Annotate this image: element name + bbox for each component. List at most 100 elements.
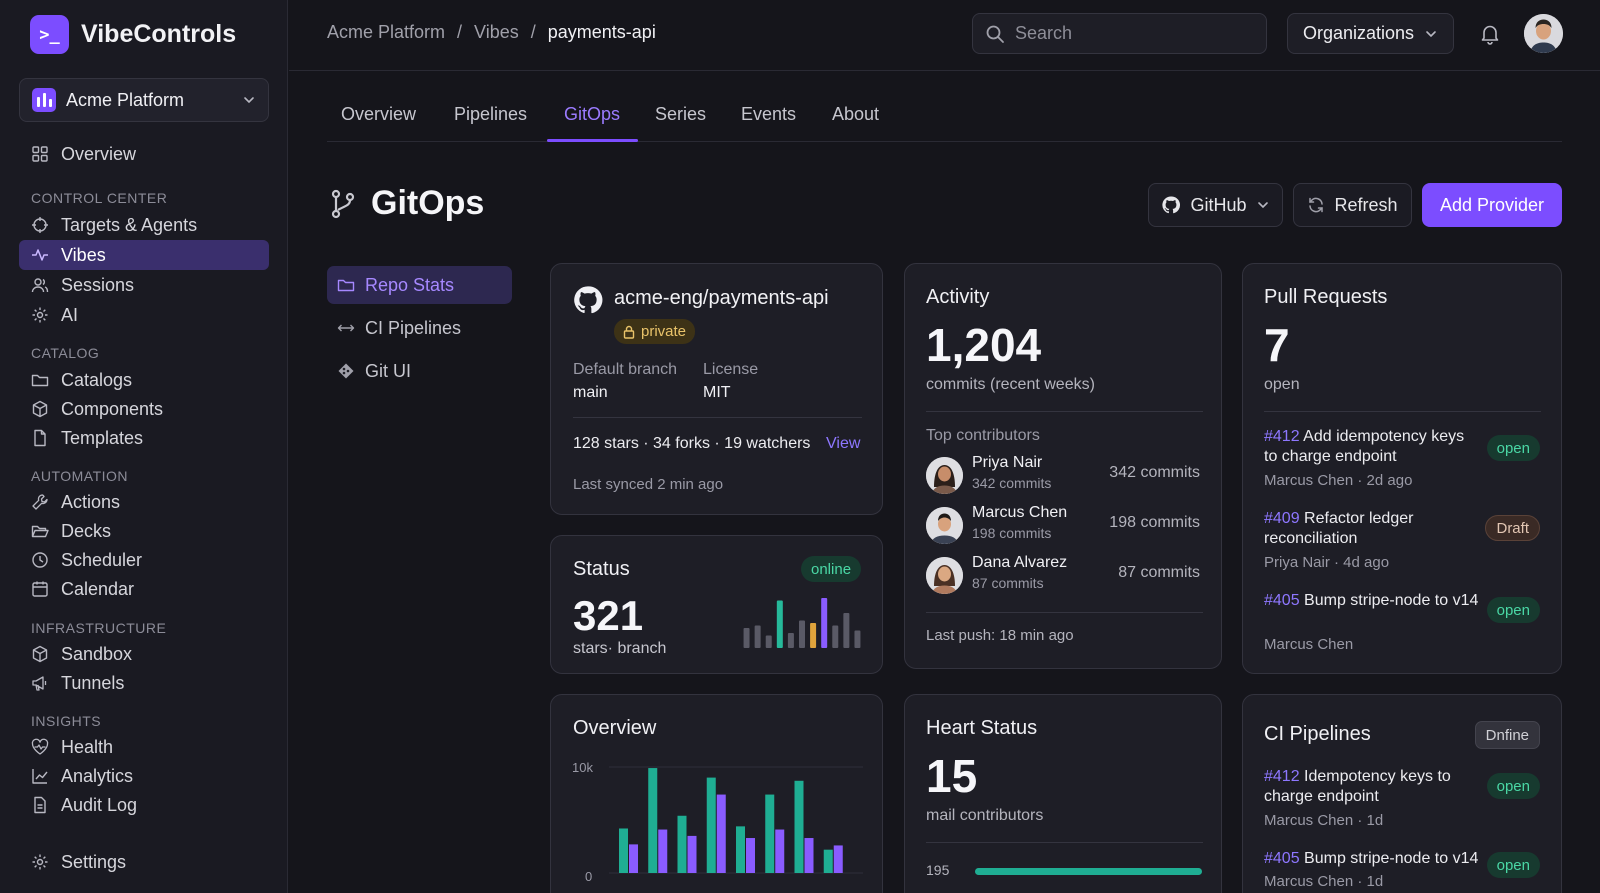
sidebar-item-label: Calendar xyxy=(61,578,135,599)
org-bars-icon xyxy=(32,88,56,112)
brand[interactable]: >_ VibeControls xyxy=(30,15,236,54)
sidebar-item-health[interactable]: Health xyxy=(19,732,269,762)
refresh-button[interactable]: Refresh xyxy=(1293,183,1412,227)
sidebar-item-tunnels[interactable]: Tunnels xyxy=(19,668,269,698)
box-icon xyxy=(32,645,48,663)
contributor-name[interactable]: Marcus Chen xyxy=(972,504,1068,521)
organizations-dropdown[interactable]: Organizations xyxy=(1287,13,1454,54)
pr-id: #405 xyxy=(1264,592,1300,609)
github-icon xyxy=(1162,196,1181,214)
sidebar-item-label: Vibes xyxy=(61,244,106,265)
sidebar-item-decks[interactable]: Decks xyxy=(19,516,269,546)
pr-status-badge: open xyxy=(1486,435,1540,461)
divider xyxy=(1264,411,1541,412)
file-icon xyxy=(34,429,46,447)
nav-section-catalog: CATALOG xyxy=(31,345,100,361)
tab-events[interactable]: Events xyxy=(741,104,797,124)
add-provider-button[interactable]: Add Provider xyxy=(1422,183,1562,227)
sidebar-item-label: Targets & Agents xyxy=(61,214,198,235)
pr-meta: Marcus Chen · 2d ago xyxy=(1264,472,1413,489)
heart-pulse-icon xyxy=(31,738,49,755)
sidebar-item-ai[interactable]: AI xyxy=(19,300,269,330)
card-title: Heart Status xyxy=(926,717,1038,739)
sidebar-item-settings[interactable]: Settings xyxy=(19,847,269,877)
contributor-name[interactable]: Dana Alvarez xyxy=(972,554,1068,571)
nav-section-insights: INSIGHTS xyxy=(31,713,102,729)
pr-item[interactable]: #409 Refactor ledger reconciliation xyxy=(1264,509,1479,549)
heart-progress-fill xyxy=(975,868,1202,875)
tab-pipelines[interactable]: Pipelines xyxy=(454,104,528,124)
chart-bar xyxy=(746,838,755,873)
search-input[interactable] xyxy=(1015,23,1245,44)
sidebar-item-analytics[interactable]: Analytics xyxy=(19,761,269,791)
tab-overview[interactable]: Overview xyxy=(341,104,417,124)
pr-id: #412 xyxy=(1264,428,1300,445)
sidebar-item-label: Decks xyxy=(61,520,112,541)
status-caption: stars· branch xyxy=(573,640,667,657)
sidebar-item-vibes[interactable]: Vibes xyxy=(19,240,269,270)
heart-status-card: Heart Status 15 mail contributors 195 xyxy=(904,694,1222,893)
folder-icon xyxy=(337,279,355,292)
sidebar-item-catalogs[interactable]: Catalogs xyxy=(19,365,269,395)
sidebar-item-audit-log[interactable]: Audit Log xyxy=(19,790,269,820)
subnav-git-ui[interactable]: Git UI xyxy=(327,352,512,390)
bell-icon[interactable] xyxy=(1479,23,1501,45)
sidebar-item-label: Analytics xyxy=(61,765,134,786)
org-selector-label: Acme Platform xyxy=(66,89,185,110)
y-axis-label-top: 10k xyxy=(572,760,593,775)
ci-title: Idempotency keys to charge endpoint xyxy=(1264,768,1451,805)
sidebar-item-scheduler[interactable]: Scheduler xyxy=(19,545,269,575)
sidebar-item-label: Audit Log xyxy=(61,794,138,815)
view-repo-link[interactable]: View xyxy=(826,435,861,452)
last-push: Last push: 18 min ago xyxy=(926,627,1074,644)
subnav-repo-stats[interactable]: Repo Stats xyxy=(327,266,512,304)
nav-section-automation: AUTOMATION xyxy=(31,468,129,484)
visibility-badge: private xyxy=(614,319,696,344)
sidebar-item-templates[interactable]: Templates xyxy=(19,423,269,453)
heart-row-label: 195 xyxy=(926,862,950,878)
subnav-label: Repo Stats xyxy=(365,274,455,295)
breadcrumb: Acme Platform / Vibes / payments-api xyxy=(327,22,656,43)
chart-bar xyxy=(706,777,716,873)
sidebar-item-sessions[interactable]: Sessions xyxy=(19,270,269,300)
sparkline-bar xyxy=(743,628,750,648)
sidebar-item-overview[interactable]: Overview xyxy=(19,139,269,169)
sidebar-item-sandbox[interactable]: Sandbox xyxy=(19,639,269,669)
sidebar-item-targets-agents[interactable]: Targets & Agents xyxy=(19,210,269,240)
user-avatar[interactable] xyxy=(1524,14,1563,53)
ci-item[interactable]: #405 Bump stripe-node to v14 xyxy=(1264,849,1494,869)
refresh-label: Refresh xyxy=(1334,194,1398,215)
pr-item[interactable]: #412 Add idempotency keys to charge endp… xyxy=(1264,427,1479,467)
sidebar-item-label: Scheduler xyxy=(61,549,143,570)
sidebar: >_ VibeControls Acme Platform Overview C… xyxy=(0,0,288,893)
contributor-avatar xyxy=(926,557,963,594)
repo-name[interactable]: acme-eng/payments-api xyxy=(614,287,829,309)
sidebar-item-calendar[interactable]: Calendar xyxy=(19,574,269,604)
subnav-ci-pipelines[interactable]: CI Pipelines xyxy=(327,309,512,347)
card-title: Status xyxy=(573,558,630,580)
sidebar-item-actions[interactable]: Actions xyxy=(19,487,269,517)
org-selector[interactable]: Acme Platform xyxy=(19,78,269,122)
tab-series[interactable]: Series xyxy=(655,104,707,124)
tab-about[interactable]: About xyxy=(832,104,880,124)
search-box[interactable] xyxy=(972,13,1267,54)
clock-icon xyxy=(32,552,48,568)
tab-gitops[interactable]: GitOps xyxy=(564,104,621,124)
sidebar-item-components[interactable]: Components xyxy=(19,394,269,424)
breadcrumb-item[interactable]: Vibes xyxy=(474,22,519,42)
pr-count: 7 xyxy=(1264,319,1290,371)
pr-item[interactable]: #405 Bump stripe-node to v14 xyxy=(1264,591,1479,611)
ci-filter-badge[interactable]: Dnfine xyxy=(1474,721,1540,749)
contributors-heading: Top contributors xyxy=(926,427,1040,444)
lock-icon xyxy=(623,325,635,339)
contributor-name[interactable]: Priya Nair xyxy=(972,454,1043,471)
organizations-label: Organizations xyxy=(1302,23,1415,43)
folder-open-icon xyxy=(31,525,49,538)
pull-requests-card: Pull Requests 7 open #412 Add idempotenc… xyxy=(1242,263,1562,674)
sidebar-item-label: Overview xyxy=(61,143,137,164)
wrench-icon xyxy=(32,494,48,510)
breadcrumb-item[interactable]: Acme Platform xyxy=(327,22,446,42)
github-provider-dropdown[interactable]: GitHub xyxy=(1148,183,1283,227)
breadcrumb-separator: / xyxy=(457,22,463,42)
ci-item[interactable]: #412 Idempotency keys to charge endpoint xyxy=(1264,767,1484,807)
